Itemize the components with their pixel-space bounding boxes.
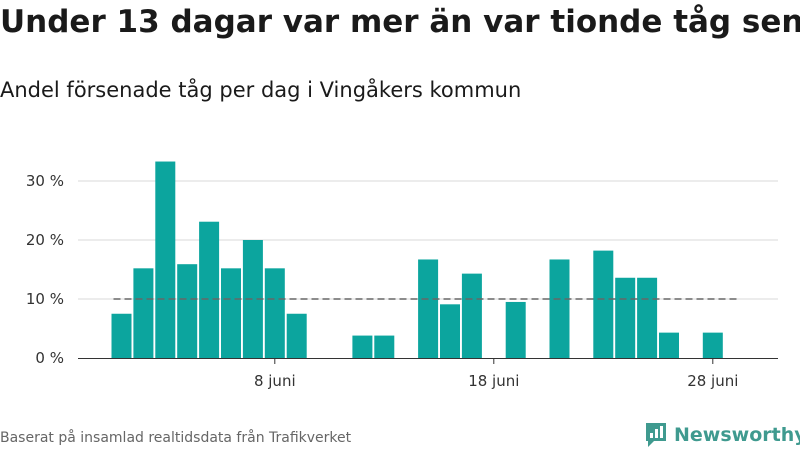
source-note: Baserat på insamlad realtidsdata från Tr… [0, 430, 352, 446]
bar [440, 304, 460, 358]
x-tick-label: 28 juni [687, 372, 738, 390]
bar [418, 259, 439, 358]
bar [549, 259, 570, 358]
bar [286, 313, 307, 358]
bar [659, 332, 679, 358]
x-tick-label: 8 juni [254, 372, 296, 390]
bar [702, 332, 723, 358]
axes: 0 % 10 % 20 % 30 % 8 juni 18 juni 28 juni [26, 172, 778, 390]
bar [221, 268, 241, 358]
bar [264, 268, 285, 358]
newsworthy-logo-icon [646, 423, 666, 447]
brand-name: Newsworthy [674, 424, 800, 446]
bar [242, 240, 263, 358]
bar [461, 273, 482, 358]
bar [615, 277, 636, 358]
bar [593, 250, 614, 358]
y-tick-label: 30 % [26, 172, 64, 190]
bar [637, 277, 658, 358]
bar [505, 301, 526, 358]
bar [199, 221, 220, 358]
y-tick-label: 0 % [35, 349, 64, 367]
chart-subtitle: Andel försenade tåg per dag i Vingåkers … [0, 78, 522, 102]
chart-title: Under 13 dagar var mer än var tionde tåg… [0, 4, 800, 40]
bar [133, 268, 154, 358]
bar-chart: 0 % 10 % 20 % 30 % 8 juni 18 juni 28 juni [26, 161, 778, 390]
bar [374, 335, 395, 358]
bars [111, 161, 723, 358]
brand-logo: Newsworthy [644, 420, 800, 450]
y-tick-label: 10 % [26, 290, 64, 308]
x-tick-label: 18 juni [468, 372, 519, 390]
bar [155, 161, 176, 358]
bar [177, 264, 198, 358]
y-tick-label: 20 % [26, 231, 64, 249]
bar [111, 313, 132, 358]
bar [352, 335, 373, 358]
